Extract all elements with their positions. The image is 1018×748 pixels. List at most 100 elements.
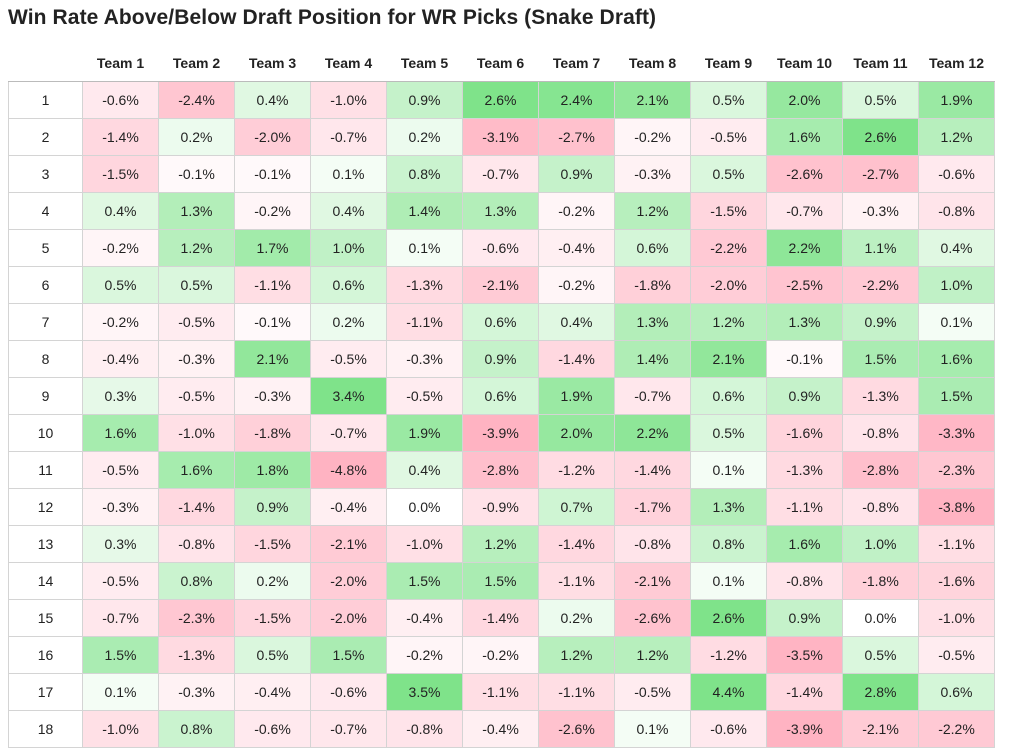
heatmap-cell: -0.2%: [462, 636, 539, 674]
row-header: 5: [8, 229, 83, 267]
heatmap-cell: -0.5%: [158, 377, 235, 415]
heatmap-cell: 0.1%: [82, 673, 159, 711]
heatmap-cell: 0.5%: [82, 266, 159, 304]
column-header: Team 5: [386, 45, 463, 82]
heatmap-cell: -2.0%: [310, 562, 387, 600]
heatmap-cell: -0.3%: [842, 192, 919, 230]
heatmap-cell: 0.4%: [310, 192, 387, 230]
heatmap-cell: 0.4%: [538, 303, 615, 341]
heatmap-cell: -0.8%: [842, 488, 919, 526]
heatmap-cell: -1.8%: [234, 414, 311, 452]
heatmap-cell: -1.3%: [766, 451, 843, 489]
heatmap-cell: -0.5%: [310, 340, 387, 378]
heatmap-cell: 0.5%: [690, 414, 767, 452]
row-header: 3: [8, 155, 83, 193]
heatmap-cell: 2.1%: [614, 81, 691, 119]
heatmap-cell: 4.4%: [690, 673, 767, 711]
heatmap-cell: 0.2%: [158, 118, 235, 156]
heatmap-cell: -0.6%: [918, 155, 995, 193]
table-row: 13 0.3% -0.8% -1.5% -2.1% -1.0% 1.2% -1.4% -0.8%…: [8, 525, 995, 563]
heatmap-cell: 0.8%: [690, 525, 767, 563]
heatmap-cell: 1.5%: [462, 562, 539, 600]
heatmap-cell: 0.1%: [690, 451, 767, 489]
heatmap-cell: -1.5%: [690, 192, 767, 230]
column-header: Team 9: [690, 45, 767, 82]
heatmap-cell: 1.8%: [234, 451, 311, 489]
heatmap-cell: -1.8%: [842, 562, 919, 600]
heatmap-cell: 0.2%: [234, 562, 311, 600]
heatmap-cell: 1.3%: [614, 303, 691, 341]
table-row: 10 1.6% -1.0% -1.8% -0.7% 1.9% -3.9% 2.0% 2.2% 0.…: [8, 414, 995, 452]
heatmap-cell: -2.0%: [310, 599, 387, 637]
heatmap-cell: 0.9%: [386, 81, 463, 119]
heatmap-cell: -1.1%: [538, 562, 615, 600]
heatmap-cell: -1.0%: [158, 414, 235, 452]
heatmap-cell: -0.2%: [538, 266, 615, 304]
heatmap-cell: 2.2%: [766, 229, 843, 267]
heatmap-cell: -0.8%: [158, 525, 235, 563]
heatmap-cell: -1.1%: [766, 488, 843, 526]
table-row: 12 -0.3% -1.4% 0.9% -0.4% 0.0% -0.9% 0.7% -1.7% 1…: [8, 488, 995, 526]
heatmap-cell: 1.6%: [918, 340, 995, 378]
heatmap-cell: -0.2%: [614, 118, 691, 156]
table-row: 17 0.1% -0.3% -0.4% -0.6% 3.5% -1.1% -1.1% -0.5%…: [8, 673, 995, 711]
heatmap-cell: 3.4%: [310, 377, 387, 415]
heatmap-cell: 2.2%: [614, 414, 691, 452]
heatmap-cell: -1.1%: [234, 266, 311, 304]
heatmap-cell: -3.9%: [766, 710, 843, 748]
table-row: 16 1.5% -1.3% 0.5% 1.5% -0.2% -0.2% 1.2% 1.2% -1.…: [8, 636, 995, 674]
heatmap-cell: -2.8%: [462, 451, 539, 489]
heatmap-cell: -0.4%: [82, 340, 159, 378]
heatmap-cell: 1.5%: [386, 562, 463, 600]
heatmap-cell: -0.9%: [462, 488, 539, 526]
row-header: 2: [8, 118, 83, 156]
heatmap-cell: 2.6%: [842, 118, 919, 156]
heatmap-cell: -0.3%: [614, 155, 691, 193]
table-row: 1 -0.6% -2.4% 0.4% -1.0% 0.9% 2.6% 2.4% 2.1% 0.5%…: [8, 81, 995, 119]
heatmap-cell: 0.4%: [82, 192, 159, 230]
heatmap-cell: -2.1%: [614, 562, 691, 600]
table-row: 11 -0.5% 1.6% 1.8% -4.8% 0.4% -2.8% -1.2% -1.4% 0…: [8, 451, 995, 489]
heatmap-cell: 0.6%: [462, 377, 539, 415]
table-row: 8 -0.4% -0.3% 2.1% -0.5% -0.3% 0.9% -1.4% 1.4% 2.…: [8, 340, 995, 378]
heatmap-cell: 1.5%: [310, 636, 387, 674]
column-header: Team 12: [918, 45, 995, 82]
heatmap-cell: 1.0%: [310, 229, 387, 267]
heatmap-cell: 2.6%: [690, 599, 767, 637]
heatmap-cell: -0.5%: [918, 636, 995, 674]
heatmap-cell: -1.6%: [918, 562, 995, 600]
heatmap-cell: 1.4%: [386, 192, 463, 230]
heatmap-cell: -1.1%: [386, 303, 463, 341]
heatmap-cell: -0.6%: [234, 710, 311, 748]
heatmap-cell: -0.3%: [82, 488, 159, 526]
heatmap-cell: -0.1%: [234, 303, 311, 341]
heatmap-cell: 2.6%: [462, 81, 539, 119]
heatmap-cell: 0.5%: [842, 81, 919, 119]
heatmap-cell: 1.2%: [690, 303, 767, 341]
heatmap-cell: 0.6%: [690, 377, 767, 415]
heatmap-cell: -2.6%: [614, 599, 691, 637]
heatmap-cell: -0.6%: [82, 81, 159, 119]
heatmap-cell: -0.6%: [310, 673, 387, 711]
heatmap-cell: -1.0%: [918, 599, 995, 637]
row-header: 15: [8, 599, 83, 637]
heatmap-cell: -0.7%: [310, 118, 387, 156]
heatmap-cell: 0.9%: [766, 377, 843, 415]
table-row: 2 -1.4% 0.2% -2.0% -0.7% 0.2% -3.1% -2.7% -0.2% -…: [8, 118, 995, 156]
heatmap-cell: -1.4%: [614, 451, 691, 489]
heatmap-cell: -0.4%: [234, 673, 311, 711]
heatmap-cell: 0.0%: [842, 599, 919, 637]
heatmap-cell: 0.5%: [690, 155, 767, 193]
heatmap-cell: 0.5%: [842, 636, 919, 674]
heatmap-cell: 1.2%: [614, 636, 691, 674]
heatmap-cell: 0.1%: [918, 303, 995, 341]
heatmap-cell: -0.7%: [82, 599, 159, 637]
column-header: Team 4: [310, 45, 387, 82]
heatmap-cell: -0.4%: [538, 229, 615, 267]
heatmap-cell: -0.5%: [82, 451, 159, 489]
heatmap-cell: 0.2%: [538, 599, 615, 637]
heatmap-cell: -0.7%: [462, 155, 539, 193]
heatmap-cell: 0.3%: [82, 525, 159, 563]
heatmap-cell: 2.1%: [234, 340, 311, 378]
heatmap-cell: 2.0%: [538, 414, 615, 452]
